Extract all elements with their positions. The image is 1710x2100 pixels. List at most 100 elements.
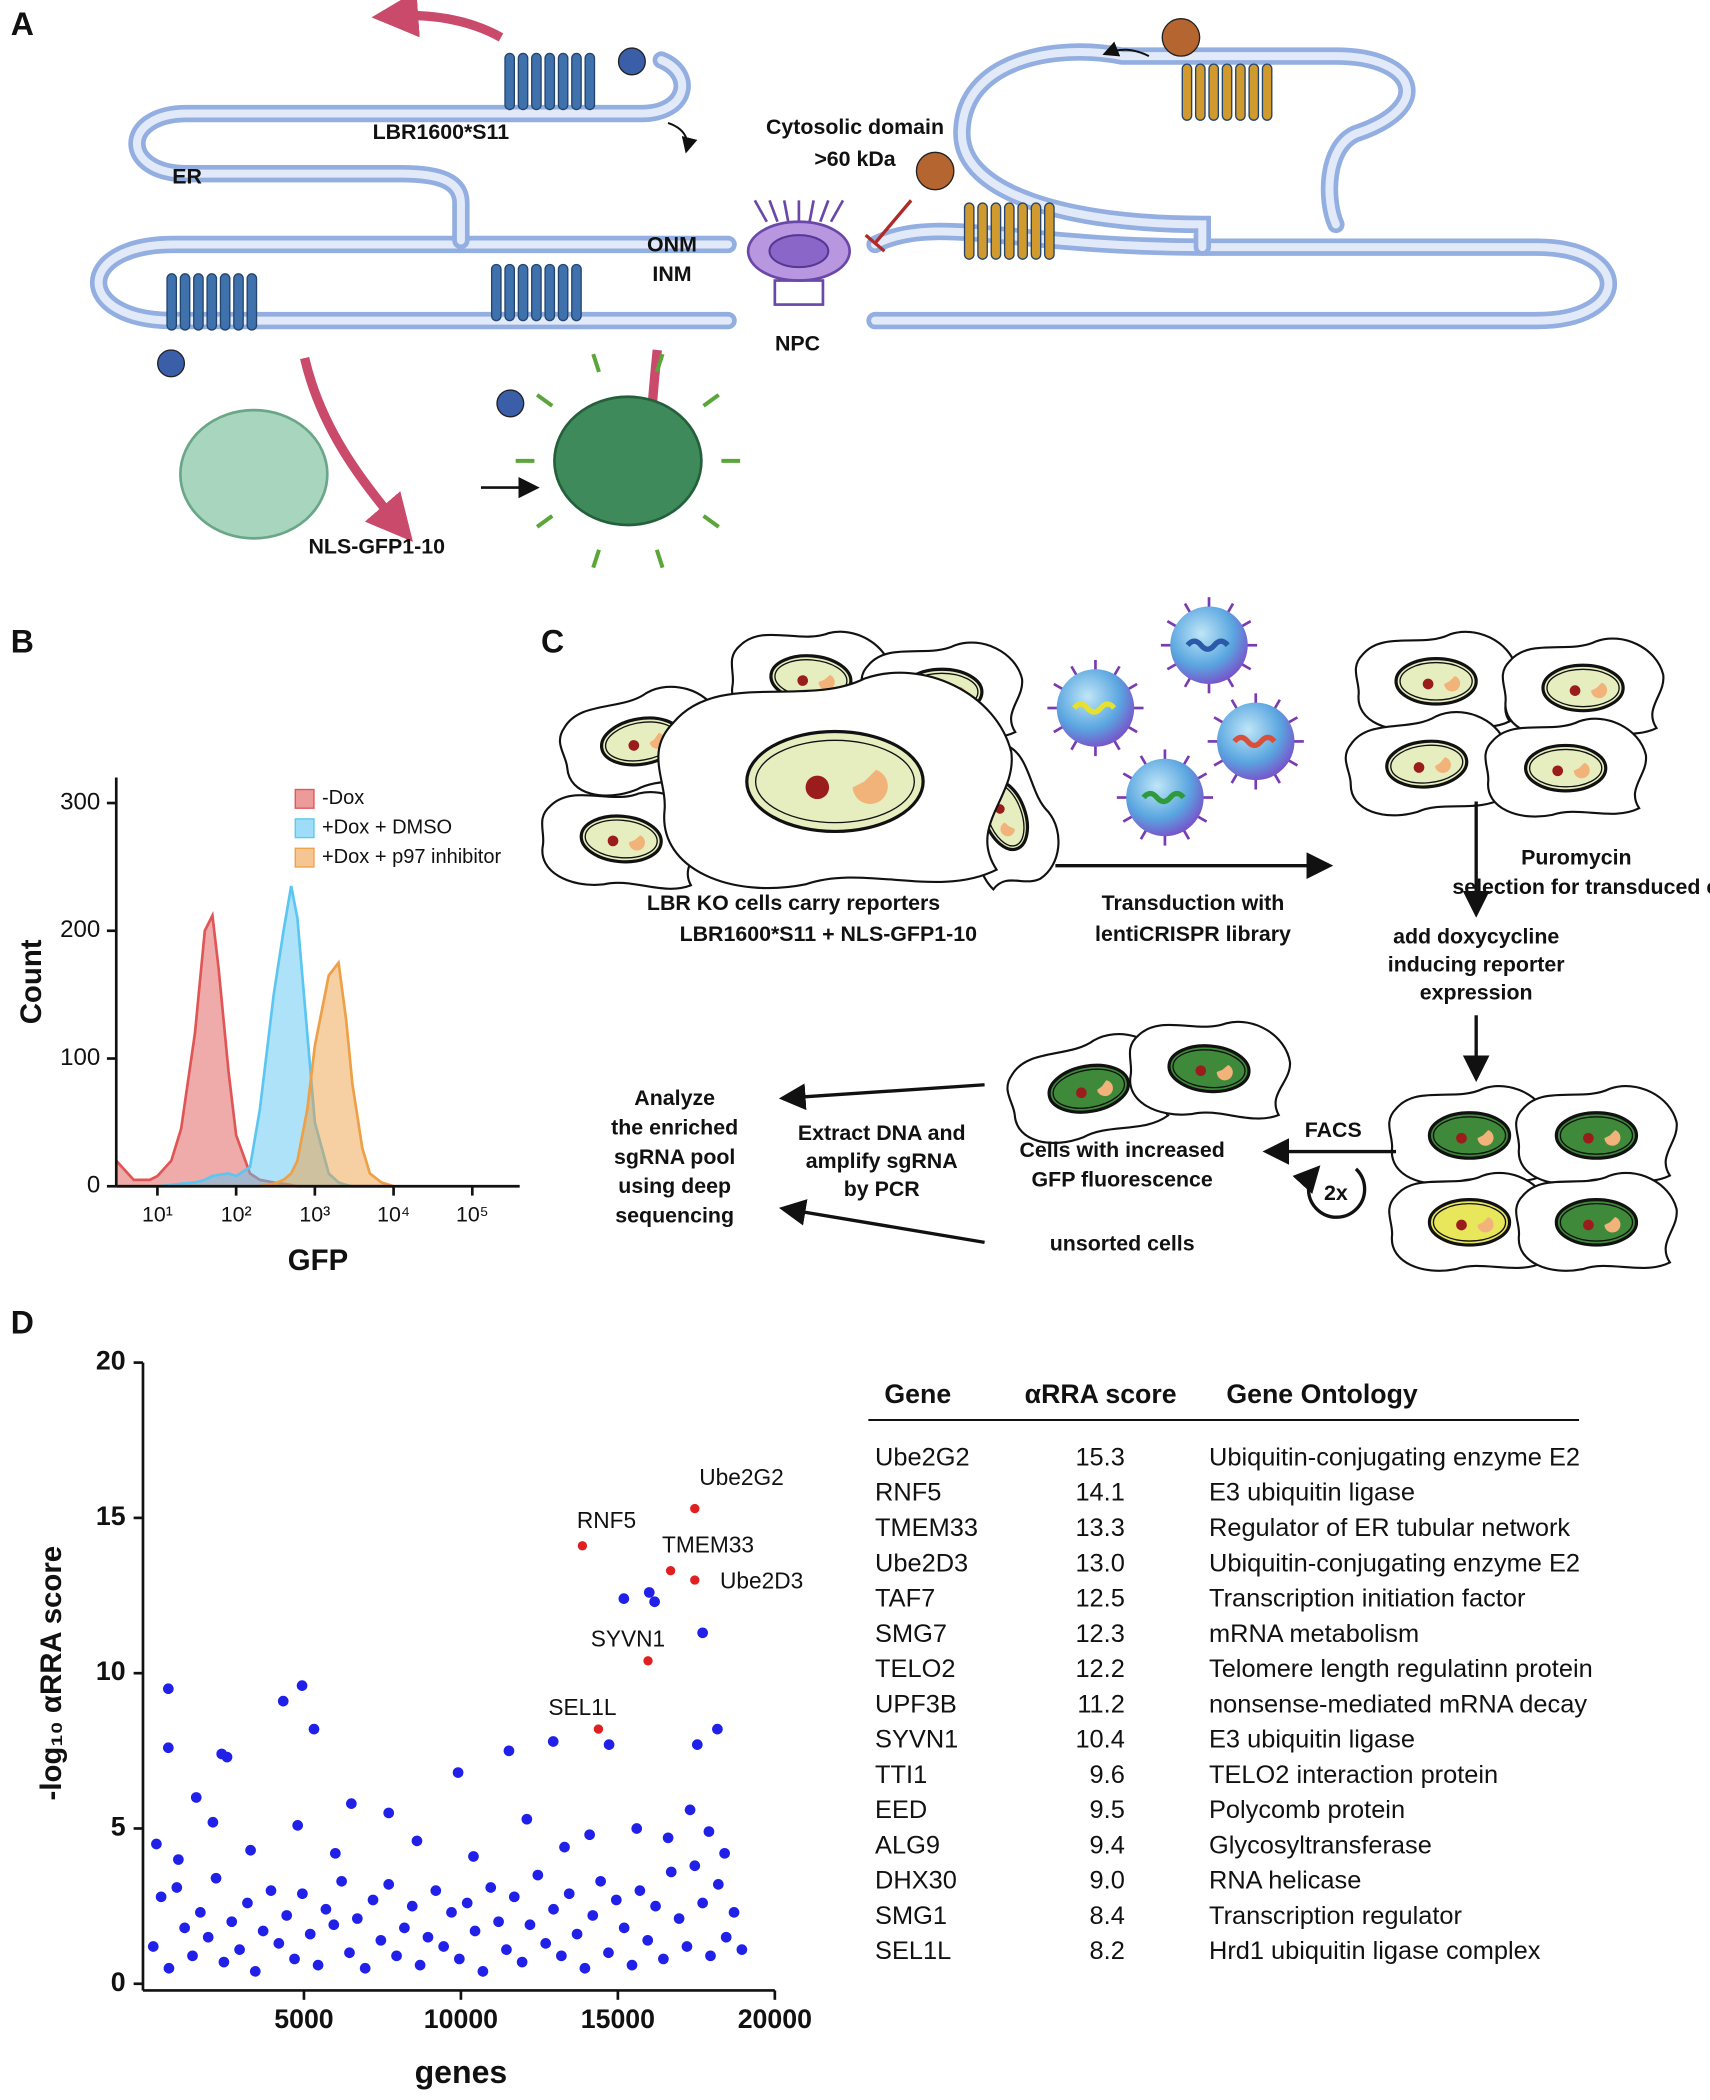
table-cell: 9.0 — [1090, 1867, 1125, 1895]
npc-filament — [753, 199, 768, 223]
nucleolus — [797, 675, 809, 686]
helix — [557, 263, 569, 322]
helix — [517, 52, 529, 111]
nucleus-inner — [1559, 1202, 1634, 1242]
table-cell: 12.5 — [1075, 1585, 1124, 1613]
helix — [219, 273, 231, 331]
arrow — [778, 1199, 985, 1245]
nucleus — [1047, 1063, 1131, 1114]
helix — [1181, 63, 1193, 121]
organelle — [852, 769, 888, 804]
helix — [1221, 63, 1233, 121]
organelle — [1477, 1130, 1494, 1146]
organelle — [628, 835, 646, 851]
point — [179, 1922, 190, 1934]
point — [587, 1910, 599, 1921]
point — [691, 1739, 703, 1750]
point — [277, 1695, 289, 1707]
table-cell: DHX30 — [875, 1867, 957, 1895]
nucleus-inner — [1390, 744, 1464, 784]
table-cell: Ubiquitin-conjugating enzyme E2 — [1209, 1443, 1580, 1471]
table-cell: Telomere length regulatinn protein — [1209, 1655, 1593, 1683]
npc-filament — [782, 200, 790, 223]
virus-spike — [1240, 620, 1252, 628]
glow-ray — [654, 353, 665, 373]
helix — [977, 202, 988, 260]
label: sgRNA pool — [614, 1145, 735, 1169]
table-cell: RNF5 — [875, 1479, 941, 1507]
glow-ray — [535, 514, 554, 529]
virus-spike — [1127, 725, 1138, 734]
helix — [504, 52, 516, 111]
point — [162, 1683, 174, 1695]
point — [547, 1736, 559, 1747]
virus-spike — [1182, 829, 1191, 840]
point-label: SEL1L — [548, 1694, 616, 1720]
legend-label: +Dox + p97 inhibitor — [322, 846, 501, 868]
helix — [179, 273, 191, 331]
cycle-arrow — [1292, 1165, 1367, 1219]
table-cell: UPF3B — [875, 1690, 957, 1718]
label: NLS-GFP1-10 — [309, 534, 446, 558]
point-label: Ube2G2 — [699, 1464, 784, 1490]
table-cell: Regulator of ER tubular network — [1209, 1514, 1570, 1542]
virus-spike — [1127, 682, 1138, 691]
nucleus-inner — [1432, 1202, 1507, 1242]
table-header: Gene Ontology — [1226, 1379, 1418, 1409]
y-tick-label: 100 — [60, 1044, 100, 1071]
membrane — [128, 51, 691, 250]
helix — [193, 273, 204, 331]
nucleus — [1385, 739, 1469, 789]
point — [383, 1807, 395, 1819]
panel-a-labels: LBR1600*S11 ER Cytosolic domain >60 kDa … — [172, 115, 944, 558]
helix — [584, 52, 596, 111]
npc — [768, 234, 830, 269]
virus — [1170, 606, 1248, 684]
sgrna — [1072, 701, 1117, 715]
virus-spike — [1113, 739, 1121, 751]
point — [642, 1934, 654, 1946]
virus-spike — [1139, 829, 1148, 840]
point — [643, 1587, 655, 1598]
glow-ray — [535, 393, 554, 408]
point — [650, 1900, 661, 1912]
nucleus — [1167, 1044, 1251, 1094]
point — [234, 1944, 245, 1955]
helix — [531, 52, 542, 111]
label: the enriched — [611, 1115, 738, 1139]
y-tick-label: 0 — [111, 1967, 126, 1997]
x-tick-label: 15000 — [581, 2004, 655, 2034]
helix — [233, 273, 244, 331]
point — [697, 1627, 708, 1639]
npc-filament — [819, 199, 830, 223]
legend-label: -Dox — [322, 787, 364, 809]
point — [414, 1959, 426, 1971]
point — [202, 1931, 214, 1943]
nucleus-inner — [1546, 668, 1620, 708]
table-cell: 11.2 — [1077, 1690, 1125, 1718]
point — [501, 1944, 512, 1955]
helix — [206, 273, 218, 331]
point — [406, 1900, 418, 1912]
label: expression — [1420, 981, 1533, 1005]
x-tick-label: 10¹ — [142, 1202, 173, 1226]
y-axis-label: -log₁₀ αRRA score — [35, 1546, 68, 1801]
glow-ray — [654, 549, 665, 569]
point — [690, 1503, 700, 1514]
y-tick-label: 200 — [60, 916, 100, 943]
point — [163, 1962, 175, 1974]
table-cell: SMG1 — [875, 1902, 947, 1930]
point — [524, 1919, 536, 1931]
cell — [1515, 1171, 1678, 1272]
x-tick-label: 10² — [221, 1202, 252, 1226]
label: Puromycin — [1521, 846, 1631, 870]
point — [548, 1903, 559, 1915]
label: ER — [172, 164, 202, 188]
table-cell: 9.6 — [1090, 1761, 1125, 1789]
helix — [1003, 202, 1015, 260]
point — [603, 1947, 614, 1959]
label: selection for transduced cells — [1452, 875, 1710, 899]
table-cell: nonsense-mediated mRNA decay — [1209, 1690, 1587, 1718]
virus-spike — [1183, 602, 1192, 614]
